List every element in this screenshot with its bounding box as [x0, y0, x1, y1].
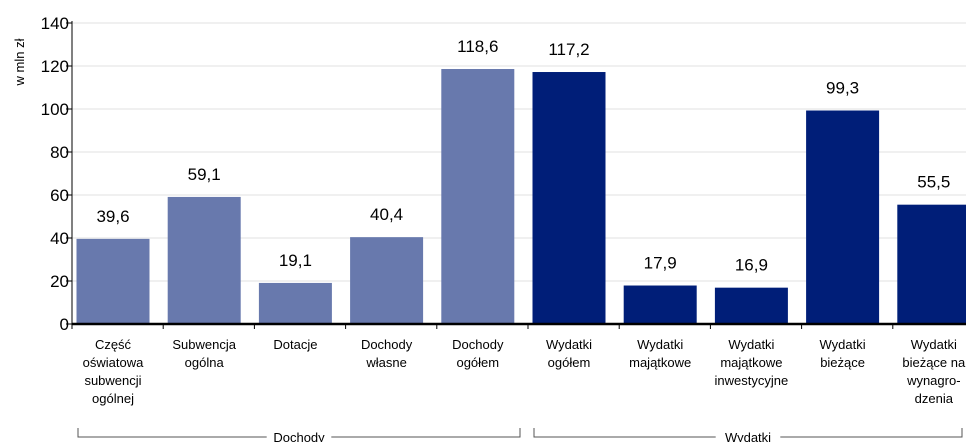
category-label-line: majątkowe [629, 355, 691, 370]
category-label-line: Wydatki [911, 337, 957, 352]
group-bracket-right [331, 428, 520, 437]
data-label: 16,9 [735, 256, 768, 275]
group-bracket-left [78, 428, 267, 437]
category-label: Wydatki bieżące na wynagro-dzenia [902, 337, 966, 406]
category-label-line: subwencji [84, 373, 141, 388]
data-label: 59,1 [188, 165, 221, 184]
data-label: 117,2 [548, 40, 589, 59]
data-label: 99,3 [826, 79, 859, 98]
category-label: Wydatki majątkowe [629, 337, 691, 370]
category-label-line: bieżące [820, 355, 865, 370]
category-label: Wydatki majątkowe inwestycyjne [715, 337, 789, 388]
category-label-line: inwestycyjne [715, 373, 789, 388]
bar [350, 237, 423, 324]
category-label: Wydatki bieżące [820, 337, 866, 370]
category-label-line: dzenia [915, 391, 954, 406]
category-label-line: Wydatki [637, 337, 683, 352]
category-label-line: majątkowe [720, 355, 782, 370]
category-label-line: Wydatki [728, 337, 774, 352]
y-tick-label: 140 [41, 14, 69, 33]
category-label-line: Dochody [452, 337, 504, 352]
category-label: Subwencja ogólna [172, 337, 236, 370]
group-label: Wydatki [725, 430, 771, 442]
y-tick-label: 20 [50, 272, 69, 291]
y-axis-ticks: 0 20 40 60 80 100 120 140 [41, 14, 72, 334]
bar [441, 69, 514, 324]
category-label: Część oświatowa subwencji ogólnej [83, 337, 144, 406]
y-tick-label: 80 [50, 143, 69, 162]
category-label: Wydatki ogółem [546, 337, 592, 370]
y-tick-label: 0 [60, 315, 69, 334]
category-label: Dotacje [273, 337, 317, 352]
category-label-line: wynagro- [906, 373, 960, 388]
category-label-line: ogółem [548, 355, 591, 370]
category-label-line: oświatowa [83, 355, 144, 370]
category-label-line: bieżące na [902, 355, 966, 370]
bar [168, 197, 241, 324]
category-label-line: własne [365, 355, 406, 370]
data-label: 118,6 [457, 37, 498, 56]
y-tick-label: 40 [50, 229, 69, 248]
category-label-line: Wydatki [546, 337, 592, 352]
bar [624, 286, 697, 324]
data-label: 40,4 [370, 205, 403, 224]
bar [806, 111, 879, 324]
bar [259, 283, 332, 324]
y-tick-label: 100 [41, 100, 69, 119]
bar [533, 72, 606, 324]
bars [77, 69, 966, 324]
category-label-line: Wydatki [820, 337, 866, 352]
category-label-line: Dochody [361, 337, 413, 352]
category-label-line: Część [95, 337, 132, 352]
group-bracket-right [780, 428, 962, 437]
category-label-line: ogólnej [92, 391, 134, 406]
data-label: 17,9 [644, 254, 677, 273]
data-label: 55,5 [917, 173, 950, 192]
y-tick-label: 120 [41, 57, 69, 76]
bar [715, 288, 788, 324]
bar [77, 239, 150, 324]
y-axis-label: w mln zł [12, 38, 27, 86]
category-label-line: ogółem [456, 355, 499, 370]
group-bracket-left [534, 428, 716, 437]
category-label: Dochody własne [361, 337, 413, 370]
data-label: 39,6 [96, 207, 129, 226]
group-brackets: Dochody Wydatki [78, 428, 962, 442]
category-label: Dochody ogółem [452, 337, 504, 370]
category-labels: Część oświatowa subwencji ogólnej Subwencja o… [72, 324, 966, 406]
group-label: Dochody [273, 430, 325, 442]
y-tick-label: 60 [50, 186, 69, 205]
category-label-line: ogólna [185, 355, 225, 370]
category-label-line: Subwencja [172, 337, 236, 352]
category-label-line: Dotacje [273, 337, 317, 352]
data-label: 19,1 [279, 251, 312, 270]
bar [897, 205, 966, 324]
